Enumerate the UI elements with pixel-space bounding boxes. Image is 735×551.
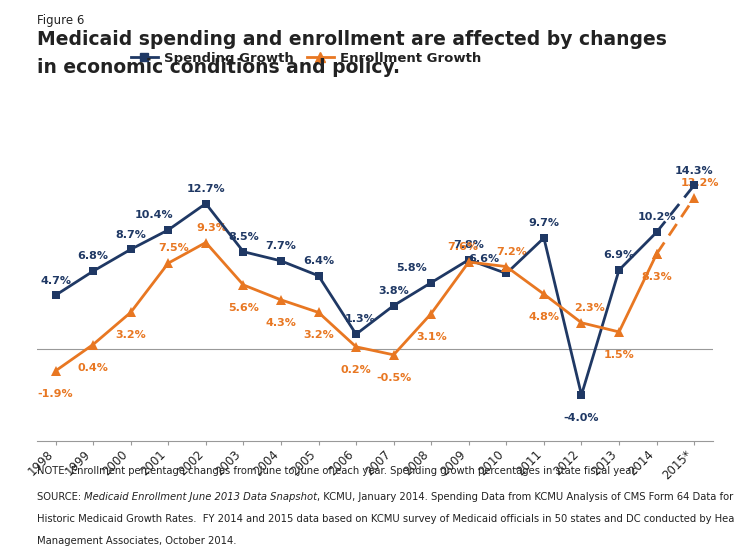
Text: , KCMU, January 2014. Spending Data from KCMU Analysis of CMS Form 64 Data for: , KCMU, January 2014. Spending Data from… [317,492,734,502]
Text: 9.3%: 9.3% [196,223,227,233]
Text: 10.4%: 10.4% [135,210,173,220]
Text: 4.3%: 4.3% [265,318,296,328]
Text: SOURCE:: SOURCE: [37,492,84,502]
Text: 6.4%: 6.4% [303,256,334,266]
Text: 2.3%: 2.3% [575,303,605,313]
Legend: Spending Growth, Enrollment Growth: Spending Growth, Enrollment Growth [132,52,481,65]
Text: 5.6%: 5.6% [228,303,259,313]
Text: 7.5%: 7.5% [159,244,189,253]
Text: 6.6%: 6.6% [468,254,500,264]
Text: 10.2%: 10.2% [637,213,676,223]
Text: 13.2%: 13.2% [681,178,719,188]
Text: FAMILY: FAMILY [634,515,686,528]
Text: -0.5%: -0.5% [376,373,412,383]
Text: 4.8%: 4.8% [528,312,559,322]
Text: FOUNDATION: FOUNDATION [637,533,683,538]
Text: 12.7%: 12.7% [187,184,225,194]
Text: 0.4%: 0.4% [78,363,109,372]
Text: 7.2%: 7.2% [496,247,527,257]
Text: NOTE: Enrollment percentage changes from June to June of each year. Spending gro: NOTE: Enrollment percentage changes from… [37,466,638,476]
Text: in economic conditions and policy.: in economic conditions and policy. [37,58,400,77]
Text: 5.8%: 5.8% [396,263,427,273]
Text: 7.7%: 7.7% [265,241,296,251]
Text: KAISER: KAISER [633,501,686,514]
Text: THE HENRY J.: THE HENRY J. [637,491,683,496]
Text: 3.8%: 3.8% [379,286,409,296]
Text: 1.3%: 1.3% [345,315,376,325]
Text: 0.2%: 0.2% [341,365,371,375]
Text: 7.6%: 7.6% [448,242,478,252]
Text: 3.1%: 3.1% [416,332,447,342]
Text: 6.8%: 6.8% [78,251,109,262]
Text: Figure 6: Figure 6 [37,14,84,27]
Text: Medicaid spending and enrollment are affected by changes: Medicaid spending and enrollment are aff… [37,30,667,49]
Text: 14.3%: 14.3% [675,165,714,176]
Text: Historic Medicaid Growth Rates.  FY 2014 and 2015 data based on KCMU survey of M: Historic Medicaid Growth Rates. FY 2014 … [37,514,735,524]
Text: 8.7%: 8.7% [115,230,146,240]
Text: 4.7%: 4.7% [40,276,71,285]
Text: -4.0%: -4.0% [564,413,599,423]
Text: 8.5%: 8.5% [228,232,259,242]
Text: Management Associates, October 2014.: Management Associates, October 2014. [37,536,236,546]
Text: 8.3%: 8.3% [641,272,672,282]
Text: -1.9%: -1.9% [37,389,74,399]
Text: 7.8%: 7.8% [453,240,484,250]
Text: 3.2%: 3.2% [115,331,146,341]
Text: 1.5%: 1.5% [603,350,634,360]
Text: 6.9%: 6.9% [603,250,634,260]
Text: Medicaid Enrollment June 2013 Data Snapshot: Medicaid Enrollment June 2013 Data Snaps… [84,492,317,502]
Text: 3.2%: 3.2% [303,331,334,341]
Text: 9.7%: 9.7% [528,218,559,228]
